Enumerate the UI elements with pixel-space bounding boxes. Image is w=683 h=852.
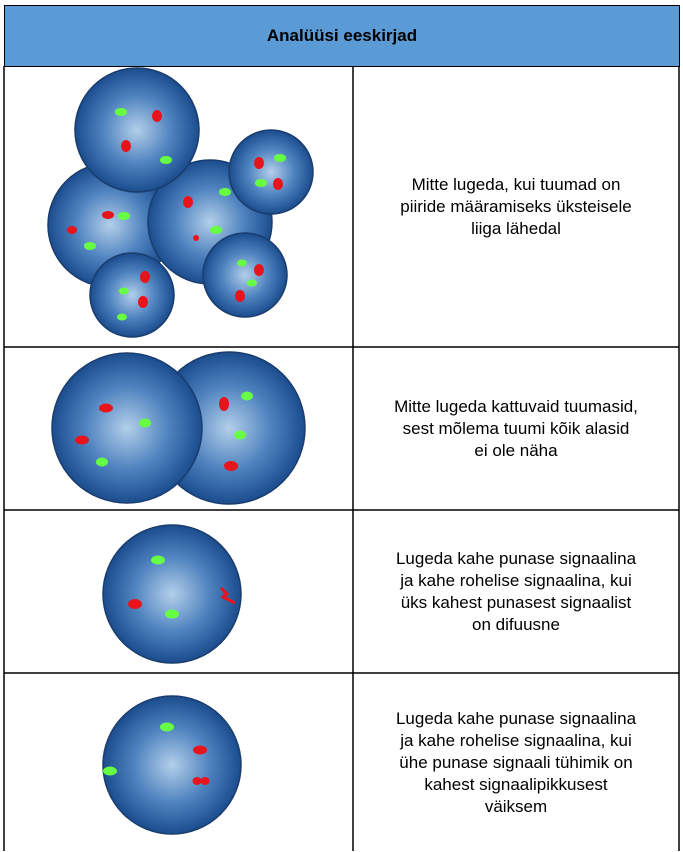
signals-overlap xyxy=(75,391,253,471)
rule-text-line: piiride määramiseks üksteisele xyxy=(400,197,632,216)
nucleus-diffuse xyxy=(102,524,242,664)
rule-text-line: liiga lähedal xyxy=(471,219,561,238)
rule-text-line: Lugeda kahe punase signaalina xyxy=(395,709,637,728)
rule-text-line: Lugeda kahe punase signaalina xyxy=(395,549,637,568)
rule-text-line: üks kahest punasest signaalist xyxy=(400,593,632,612)
rule-text-line: ja kahe rohelise signaalina, kui xyxy=(400,731,632,750)
rule-cell: Mitte lugeda kattuvaid tuumasid, sest mõl… xyxy=(353,348,679,510)
signals-close xyxy=(67,108,286,321)
rule-cell: Lugeda kahe punase signaalina ja kahe roh… xyxy=(353,511,679,673)
rule-cell: Mitte lugeda, kui tuumad on piiride määra… xyxy=(353,67,679,347)
rule-text-line: Mitte lugeda kattuvaid tuumasid, xyxy=(394,397,638,416)
rule-text-line: sest mõlema tuumi kõik alasid xyxy=(402,419,630,438)
rule-text-line: on difuusne xyxy=(472,615,560,634)
rule-text-line: ühe punase signaali tühimik on xyxy=(399,753,633,772)
rule-text-line: ei ole näha xyxy=(474,441,558,460)
nucleus-gap xyxy=(102,695,242,835)
rule-text-line: Mitte lugeda, kui tuumad on xyxy=(411,175,621,194)
rule-text-line: väiksem xyxy=(484,797,548,816)
rule-text-line: kahest signaalipikkusest xyxy=(424,775,608,794)
nuclei-close xyxy=(47,67,314,338)
grid-lines xyxy=(3,66,680,851)
nuclei-overlap xyxy=(51,351,306,505)
rule-cell: Lugeda kahe punase signaalina ja kahe roh… xyxy=(353,674,679,852)
table-header: Analüüsi eeskirjad xyxy=(4,5,680,67)
rule-text-line: ja kahe rohelise signaalina, kui xyxy=(400,571,632,590)
